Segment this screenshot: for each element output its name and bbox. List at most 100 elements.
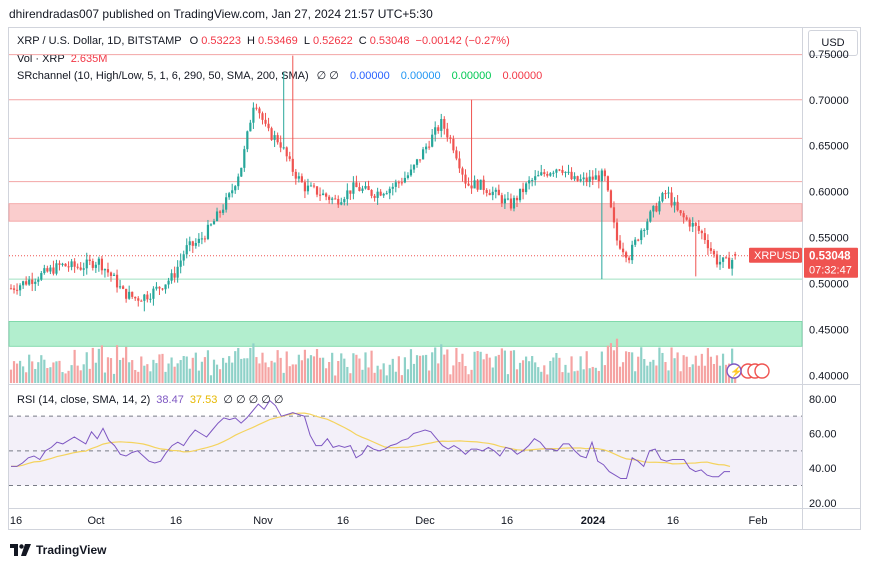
volume-bar bbox=[421, 355, 425, 383]
volume-bar bbox=[376, 365, 379, 383]
support-zone bbox=[8, 321, 803, 347]
high-value: 0.53469 bbox=[257, 35, 298, 47]
candle bbox=[264, 119, 267, 124]
volume-bar bbox=[261, 352, 264, 383]
tradingview-logo[interactable]: TradingView bbox=[10, 543, 106, 557]
candle bbox=[158, 286, 161, 289]
srchannel-label[interactable]: SRchannel (10, High/Low, 5, 1, 6, 290, 5… bbox=[17, 70, 309, 82]
volume-bar bbox=[49, 367, 52, 383]
volume-bar bbox=[555, 353, 558, 383]
volume-bar bbox=[497, 354, 500, 383]
volume-bar bbox=[288, 366, 291, 383]
candle bbox=[712, 250, 716, 255]
volume-bar bbox=[512, 350, 516, 383]
candle bbox=[512, 197, 516, 209]
candle bbox=[567, 171, 570, 173]
volume-bar bbox=[443, 354, 446, 383]
candle bbox=[91, 260, 94, 268]
candle bbox=[649, 211, 652, 222]
candle bbox=[85, 259, 88, 269]
volume-bar bbox=[579, 356, 582, 383]
candle bbox=[203, 238, 207, 240]
volume-bar bbox=[543, 365, 546, 383]
rsi-tick-label: 40.00 bbox=[809, 463, 837, 475]
candle bbox=[170, 273, 173, 281]
rsi-value: 38.47 bbox=[156, 394, 184, 406]
volume-bar bbox=[237, 347, 240, 383]
volume-bar bbox=[531, 356, 534, 383]
rsi-label[interactable]: RSI (14, close, SMA, 14, 2) bbox=[17, 394, 151, 406]
candle bbox=[540, 172, 543, 176]
candle bbox=[28, 279, 31, 285]
volume-bar bbox=[721, 353, 725, 383]
candle bbox=[667, 192, 670, 194]
candle bbox=[485, 190, 488, 194]
candle bbox=[188, 241, 191, 246]
candle bbox=[25, 281, 28, 285]
volume-bar bbox=[549, 360, 552, 383]
volume-bar bbox=[85, 352, 88, 383]
candle bbox=[128, 291, 131, 299]
volume-bar bbox=[225, 362, 228, 383]
volume-bar bbox=[373, 372, 376, 383]
volume-bar bbox=[67, 370, 70, 383]
candle bbox=[388, 188, 391, 194]
candle bbox=[82, 268, 85, 270]
volume-bar bbox=[385, 375, 388, 383]
dividend-event-icon bbox=[726, 363, 742, 379]
volume-label[interactable]: Vol · XRP bbox=[17, 53, 65, 65]
candle bbox=[731, 260, 734, 269]
price-tag-bg bbox=[804, 247, 858, 278]
volume-bar bbox=[106, 357, 110, 383]
economic-event-icon bbox=[754, 363, 770, 379]
volume-bar bbox=[273, 362, 276, 383]
symbol-tag-bg bbox=[749, 247, 802, 263]
candle bbox=[328, 196, 331, 200]
volume-bar bbox=[246, 358, 249, 383]
sr-value-2: 0.00000 bbox=[400, 70, 441, 82]
volume-series bbox=[9, 338, 737, 383]
candle bbox=[285, 147, 288, 157]
volume-bar bbox=[343, 358, 346, 383]
resistance-zone bbox=[8, 203, 803, 222]
volume-bar bbox=[561, 372, 564, 383]
volume-bar bbox=[270, 360, 273, 383]
volume-bar bbox=[334, 375, 337, 383]
volume-bar bbox=[521, 360, 525, 383]
candle bbox=[382, 193, 385, 196]
currency-selector[interactable]: USD bbox=[808, 30, 858, 56]
rsi-tick-label: 20.00 bbox=[809, 498, 837, 510]
volume-bar bbox=[440, 344, 443, 383]
candle bbox=[34, 281, 37, 284]
candle bbox=[670, 192, 673, 206]
time-tick-label: Oct bbox=[87, 515, 104, 527]
volume-bar bbox=[31, 361, 34, 383]
candle bbox=[267, 123, 270, 129]
candle bbox=[431, 134, 434, 147]
volume-bar bbox=[118, 359, 122, 383]
volume-bar bbox=[676, 352, 679, 383]
candle bbox=[315, 186, 319, 195]
volume-bar bbox=[606, 345, 610, 383]
volume-bar bbox=[552, 357, 555, 383]
candle bbox=[143, 294, 146, 301]
candle bbox=[576, 176, 579, 181]
volume-bar bbox=[673, 358, 676, 383]
symbol-title[interactable]: XRP / U.S. Dollar, 1D, BITSTAMP bbox=[17, 35, 182, 47]
volume-bar bbox=[479, 351, 482, 383]
volume-bar bbox=[109, 358, 113, 383]
volume-bar bbox=[637, 356, 640, 383]
candle bbox=[134, 296, 137, 299]
volume-bar bbox=[249, 347, 252, 383]
volume-bar bbox=[482, 359, 485, 383]
volume-bar bbox=[73, 349, 76, 383]
volume-bar bbox=[28, 354, 31, 383]
volume-value: 2.635M bbox=[70, 53, 108, 65]
candle bbox=[137, 298, 140, 301]
candle bbox=[449, 137, 452, 139]
candle bbox=[37, 279, 40, 282]
candle bbox=[337, 198, 340, 205]
candle bbox=[655, 205, 658, 212]
candle bbox=[358, 187, 361, 191]
